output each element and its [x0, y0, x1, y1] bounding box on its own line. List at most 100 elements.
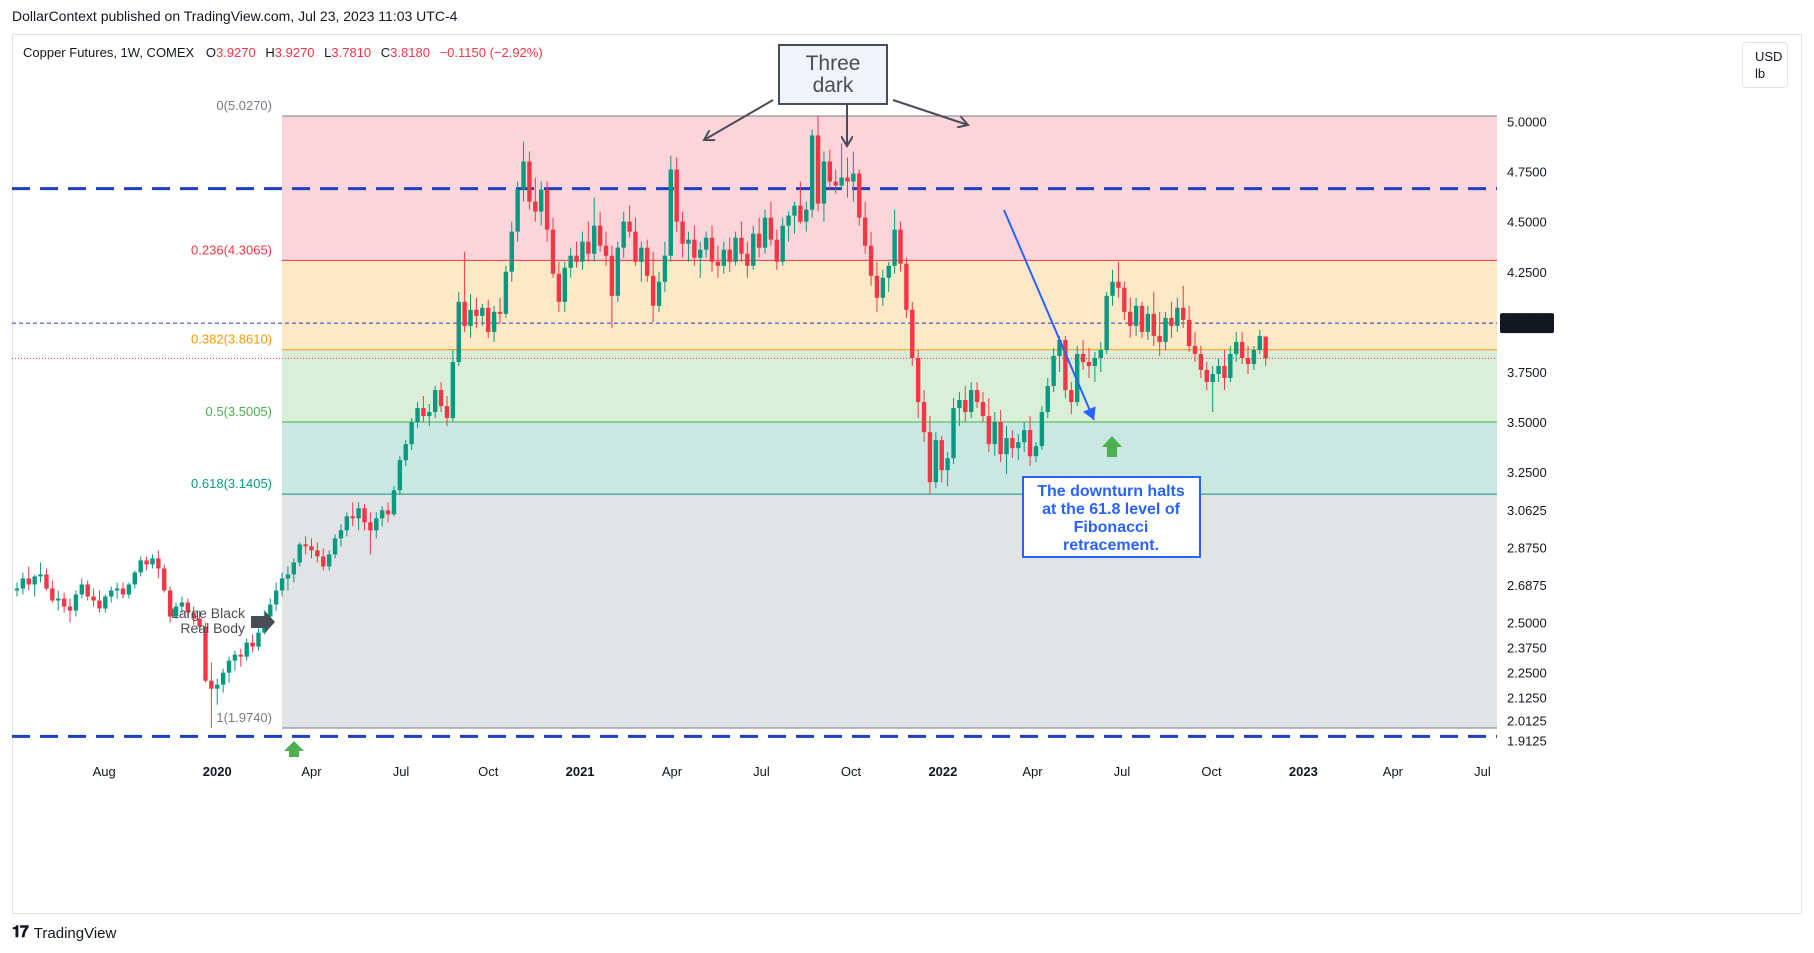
candle [756, 217, 762, 258]
candle-body [1110, 281, 1115, 296]
candle [486, 299, 491, 338]
candle-body [1057, 339, 1062, 356]
candle [968, 382, 974, 419]
time-tick-label: Apr [1383, 764, 1404, 779]
candle [427, 404, 432, 427]
candle [550, 217, 556, 278]
candle-body [703, 237, 709, 250]
candle-body [798, 205, 803, 222]
arrow-to-first-top [704, 99, 774, 140]
price-tick-label: 3.2500 [1507, 465, 1547, 480]
candle [1239, 331, 1245, 364]
candle [792, 201, 797, 234]
price-tick-label: 2.0125 [1507, 713, 1547, 728]
time-tick-label: Jul [1114, 764, 1131, 779]
price-scale[interactable]: 5.0000 4.7500 4.5000 4.2500 3.9940 3.7500 3.50… [1500, 114, 1554, 748]
candle [751, 225, 756, 270]
candle-body [486, 307, 491, 332]
candle-body [809, 135, 815, 210]
candle [1075, 345, 1080, 407]
symbol-title[interactable]: Copper Futures, 1W, COMEX [23, 45, 195, 60]
candle [468, 293, 473, 338]
candle-body [1051, 355, 1056, 387]
candle [1045, 377, 1050, 419]
candle [61, 592, 67, 613]
candle [786, 211, 791, 242]
candle-body [1181, 307, 1186, 320]
candle-body [1198, 353, 1204, 370]
candle [680, 211, 685, 258]
candle-body [315, 550, 320, 557]
candle-body [874, 275, 880, 298]
candle-body [927, 432, 933, 483]
candle-body [804, 209, 809, 222]
candle-body [179, 602, 185, 607]
candle-body [1027, 430, 1033, 457]
candle-body [762, 217, 768, 248]
brand-name[interactable]: TradingView [33, 924, 117, 942]
candle [291, 558, 297, 583]
candle-body [839, 177, 844, 186]
candle [162, 564, 167, 593]
candle-body [1192, 345, 1198, 354]
current-price-tag[interactable] [1500, 313, 1554, 334]
time-tick-label: Jul [1474, 764, 1491, 779]
candle [1145, 305, 1151, 340]
candle [951, 398, 956, 465]
fib-level-label: 0.382(3.8610) [191, 332, 272, 347]
candle-body [692, 239, 697, 258]
candle [397, 456, 403, 495]
candle-body [1086, 361, 1092, 366]
candle-body [415, 408, 420, 423]
horizontal-lines[interactable] [12, 187, 1497, 738]
candle-body [1263, 336, 1268, 359]
candle-body [650, 275, 656, 306]
candle [1010, 430, 1015, 459]
candle-body [662, 255, 668, 282]
candle [539, 181, 544, 226]
candle-body [191, 612, 196, 619]
candlestick-series [14, 116, 1268, 728]
candle [403, 440, 408, 467]
candle [409, 418, 414, 451]
fibonacci-retracement[interactable]: 0(5.0270) 0.236(4.3065) 0.382(3.8610) 0.5(3… [191, 98, 1497, 729]
candle [1204, 361, 1209, 391]
candle [344, 512, 350, 537]
currency-unit-button[interactable]: USD lb [1742, 42, 1788, 88]
candle-body [945, 458, 950, 471]
time-tick-label: Aug [93, 764, 116, 779]
candle [368, 512, 373, 555]
candle-body [391, 490, 397, 515]
time-tick-label: Apr [301, 764, 322, 779]
candle [56, 590, 61, 611]
candle-body [256, 632, 261, 647]
downtrend-arrow [1003, 209, 1096, 421]
fib-zone [282, 422, 1497, 495]
candle [97, 590, 102, 613]
candle-body [1234, 341, 1239, 354]
candle [1033, 442, 1039, 463]
candle-body [20, 578, 26, 589]
candle-body [226, 660, 232, 673]
candle [921, 390, 927, 443]
candle [839, 143, 844, 190]
candle-body [1069, 390, 1074, 403]
candle [1151, 291, 1156, 346]
candle [603, 231, 609, 266]
fibonacci-note-text: at the 61.8 level of [1042, 501, 1181, 518]
candle [1063, 335, 1068, 399]
candle [14, 582, 20, 597]
time-scale[interactable]: Aug 2020 Apr Jul Oct 2021 Apr Jul Oct 2022 Apr Jul O… [93, 764, 1491, 779]
candle-body [156, 558, 161, 569]
candle-body [898, 229, 903, 264]
candle [798, 181, 803, 224]
candle [1104, 291, 1109, 354]
up-arrow-icon [1102, 436, 1122, 457]
candle-body [915, 357, 921, 403]
candle [232, 650, 238, 671]
candle [662, 241, 668, 292]
